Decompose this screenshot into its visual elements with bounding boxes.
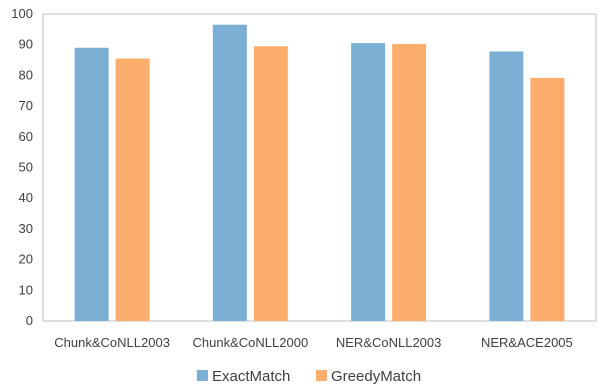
x-category-label: NER&ACE2005: [481, 335, 573, 350]
plot-area-frame: [42, 13, 597, 322]
bar-greedymatch-0: [115, 58, 150, 321]
y-axis-ticks: 0 10 20 30 40 50 60 70 80 90 100: [11, 6, 33, 328]
x-category-label: NER&CoNLL2003: [336, 335, 442, 350]
y-tick-label: 100: [11, 6, 33, 21]
x-category-label: Chunk&CoNLL2003: [54, 335, 170, 350]
legend-item-greedymatch: GreedyMatch: [316, 368, 421, 385]
legend-label: ExactMatch: [212, 368, 290, 385]
legend-item-exactmatch: ExactMatch: [197, 368, 290, 385]
y-tick-label: 0: [26, 313, 33, 328]
bar-exactmatch-3: [489, 51, 524, 321]
bar-greedymatch-1: [253, 46, 288, 322]
bar-exactmatch-2: [351, 43, 386, 321]
x-category-label: Chunk&CoNLL2000: [193, 335, 309, 350]
legend: ExactMatch GreedyMatch: [197, 368, 421, 385]
y-tick-label: 90: [19, 37, 33, 52]
bar-exactmatch-1: [212, 24, 247, 322]
y-tick-label: 30: [19, 221, 33, 236]
legend-swatch: [197, 370, 208, 381]
y-tick-label: 70: [19, 98, 33, 113]
bars: [74, 24, 565, 322]
x-axis-category-labels: Chunk&CoNLL2003 Chunk&CoNLL2000 NER&CoNLL2…: [54, 335, 572, 350]
y-tick-label: 10: [19, 282, 33, 297]
bar-exactmatch-0: [74, 47, 109, 322]
y-tick-label: 40: [19, 190, 33, 205]
y-tick-label: 80: [19, 67, 33, 82]
legend-label: GreedyMatch: [331, 368, 421, 385]
bar-greedymatch-3: [530, 77, 565, 321]
y-tick-label: 50: [19, 160, 33, 175]
y-tick-label: 60: [19, 129, 33, 144]
bar-greedymatch-2: [392, 44, 427, 321]
y-tick-label: 20: [19, 252, 33, 267]
legend-swatch: [316, 370, 327, 381]
